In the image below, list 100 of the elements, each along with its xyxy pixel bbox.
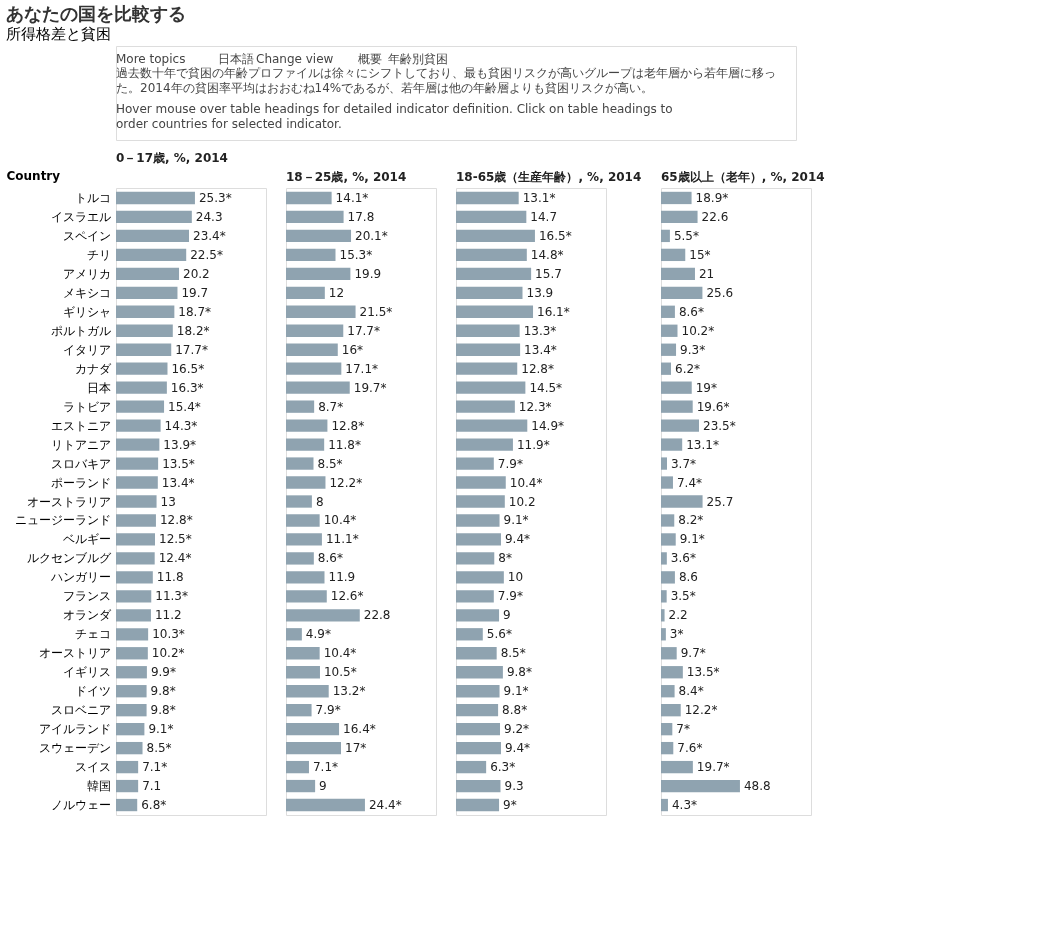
bar [286,533,322,546]
bar [116,779,139,793]
bar [456,381,526,394]
bar [286,514,320,527]
data-label: 7.1* [142,760,168,775]
bar [661,267,695,281]
data-label: 15* [689,247,711,262]
text: 日本語 [218,52,254,66]
data-label: 9* [503,798,517,813]
y-axis-title: Country [6,168,61,183]
data-label: 7.1* [312,760,339,775]
bar [116,609,151,622]
text: Hover mouse over table headings for detailed indicator definition. Click on table headings to order countries for selected indicator. [116,102,673,131]
data-label: 4.9* [305,627,331,642]
y-tick-label: エストニア [50,418,111,433]
y-tick-label: イギリス [62,665,111,680]
data-label: 8 [315,494,324,509]
bar [661,457,667,470]
bar [456,305,534,318]
bar [661,210,698,224]
data-label: 25.6 [706,285,734,300]
data-label: 16* [341,342,364,357]
data-label: 20.2 [183,266,210,281]
y-tick-label: ポルトガル [50,323,111,338]
data-label: 4.3* [671,798,698,813]
bar [116,760,139,774]
bar [116,324,173,337]
bar [456,267,532,281]
bar [661,704,681,717]
y-tick-label: アメリカ [62,266,111,281]
bar [286,438,325,451]
data-label: 6.2* [675,361,701,376]
bar [456,229,535,243]
y-tick-label: トルコ [74,190,111,205]
data-label: 18.9* [695,190,729,205]
series-label: 18-65歳（生産年齢）, %, 2014 [456,170,642,184]
bar [286,286,325,299]
bar [286,647,320,660]
data-label: 10.2* [151,646,185,661]
data-label: 13.9 [526,285,554,300]
series-label: 65歳以上（老年）, %, 2014 [661,170,825,184]
bar [286,267,351,281]
data-label: 8* [498,551,512,566]
data-label: 20.1* [355,228,388,243]
y-tick-label: ギリシャ [62,304,111,319]
bar [661,419,700,432]
data-label: 10.5* [323,665,357,680]
data-label: 13.2* [332,684,366,699]
bar [286,229,352,243]
bar [286,685,329,698]
bar [456,722,501,736]
bar [661,229,670,243]
bar [116,210,192,224]
bar [456,476,506,489]
y-tick-label: スロベニア [50,703,111,718]
data-label: 14.1* [335,190,369,205]
data-label: 16.1* [537,304,570,319]
data-label: 8.6 [678,570,699,585]
data-label: 3.6* [670,551,696,566]
data-label: 11.9* [516,437,550,452]
bar [661,666,683,679]
bar [661,514,675,527]
data-label: 9.8* [506,665,532,680]
data-label: 7.4* [676,475,703,490]
bar [456,647,497,660]
data-label: 14.9* [531,418,565,433]
data-label: 11.8 [156,570,184,585]
bar [116,419,161,432]
bar [116,722,145,736]
data-label: 10.4* [323,646,357,661]
chart-title: あなたの国を比較する [5,2,186,24]
data-label: 18.7* [178,304,212,319]
bar [286,571,325,584]
data-label: 13.1* [686,437,719,452]
bar [456,495,505,508]
data-label: 13.3* [523,323,557,338]
text: More topics [116,52,186,66]
data-label: 7.9* [497,589,523,604]
data-label: 15.4* [168,399,201,414]
bar [661,495,703,508]
bar [456,248,527,262]
bar [286,419,328,432]
data-label: 11.2 [154,608,182,623]
bar [456,457,494,470]
bar [456,590,494,603]
data-label: 22.6 [701,209,729,224]
data-label: 12.8* [331,418,365,433]
data-label: 10.3* [152,627,185,642]
bar [661,779,740,793]
data-label: 12.3* [518,399,552,414]
data-label: 8.6* [317,551,343,566]
bar [116,229,190,243]
data-label: 11.1* [325,532,359,547]
data-label: 8.4* [678,684,704,699]
data-label: 11.9 [328,570,356,585]
y-tick-label: オーストラリア [26,494,111,509]
bar [286,210,344,224]
data-label: 6.8* [141,798,167,813]
bar [286,248,336,262]
text: 年齢別貧困 [388,52,448,66]
